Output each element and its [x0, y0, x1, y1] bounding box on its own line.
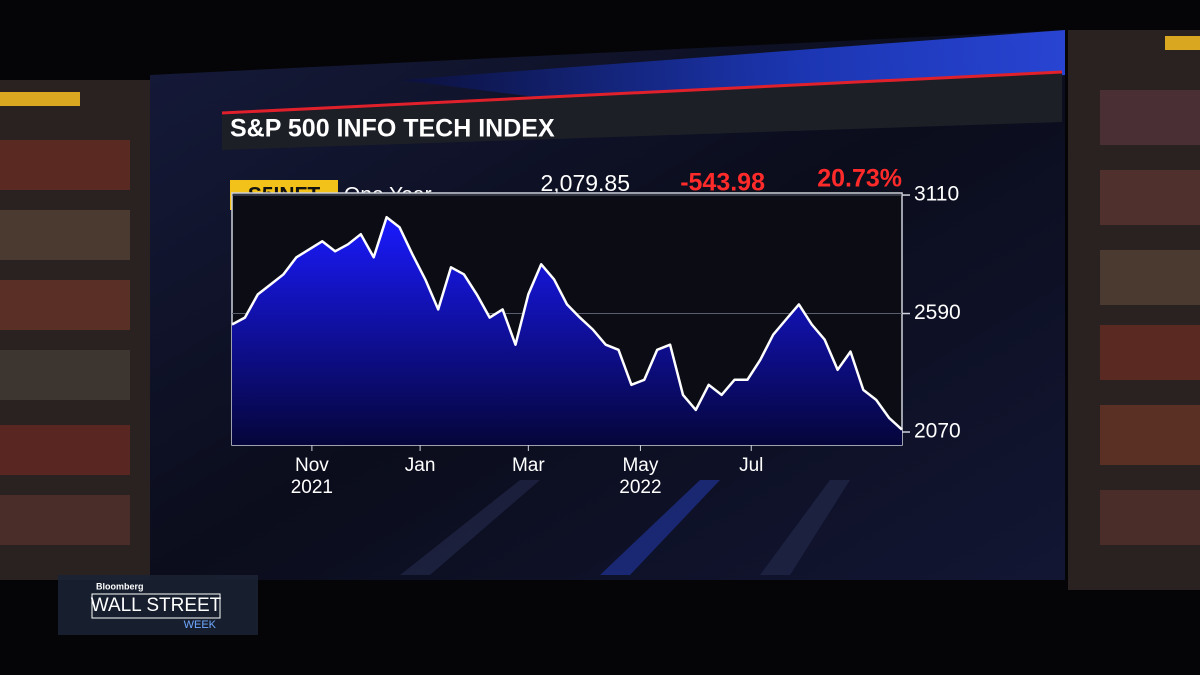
floor-stripe: [600, 480, 720, 575]
x-tick-label: Jul: [739, 455, 763, 476]
x-year-label: 2022: [619, 477, 661, 498]
bookshelf-left: [0, 80, 150, 580]
x-tick-label: Mar: [512, 455, 545, 476]
show-name: WALL STREET: [91, 595, 222, 616]
x-tick-label: May: [622, 455, 658, 476]
floor-stripe: [400, 480, 540, 575]
chart-title: S&P 500 INFO TECH INDEX: [230, 115, 555, 143]
line: [231, 215, 903, 431]
floor-stripe: [760, 480, 850, 575]
change: -543.98: [680, 169, 765, 197]
change-percent: 20.73%: [817, 165, 902, 193]
x-tick-label: Nov: [295, 455, 329, 476]
title-bar: [222, 72, 1062, 150]
y-tick-label: 3110: [914, 183, 959, 206]
show-subtitle: WEEK: [184, 619, 217, 631]
bookshelf-right: [1068, 30, 1200, 590]
title-rule: [221, 70, 1063, 115]
area: [232, 217, 902, 445]
last-price: 2,079.85: [540, 170, 630, 196]
y-tick-label: 2070: [914, 420, 961, 443]
x-tick-label: Jan: [405, 455, 436, 476]
y-tick-label: 2590: [914, 301, 961, 324]
logo-frame: [91, 593, 221, 619]
x-year-label: 2021: [291, 477, 333, 498]
network: Bloomberg: [96, 581, 144, 591]
logo-box: [58, 575, 258, 635]
